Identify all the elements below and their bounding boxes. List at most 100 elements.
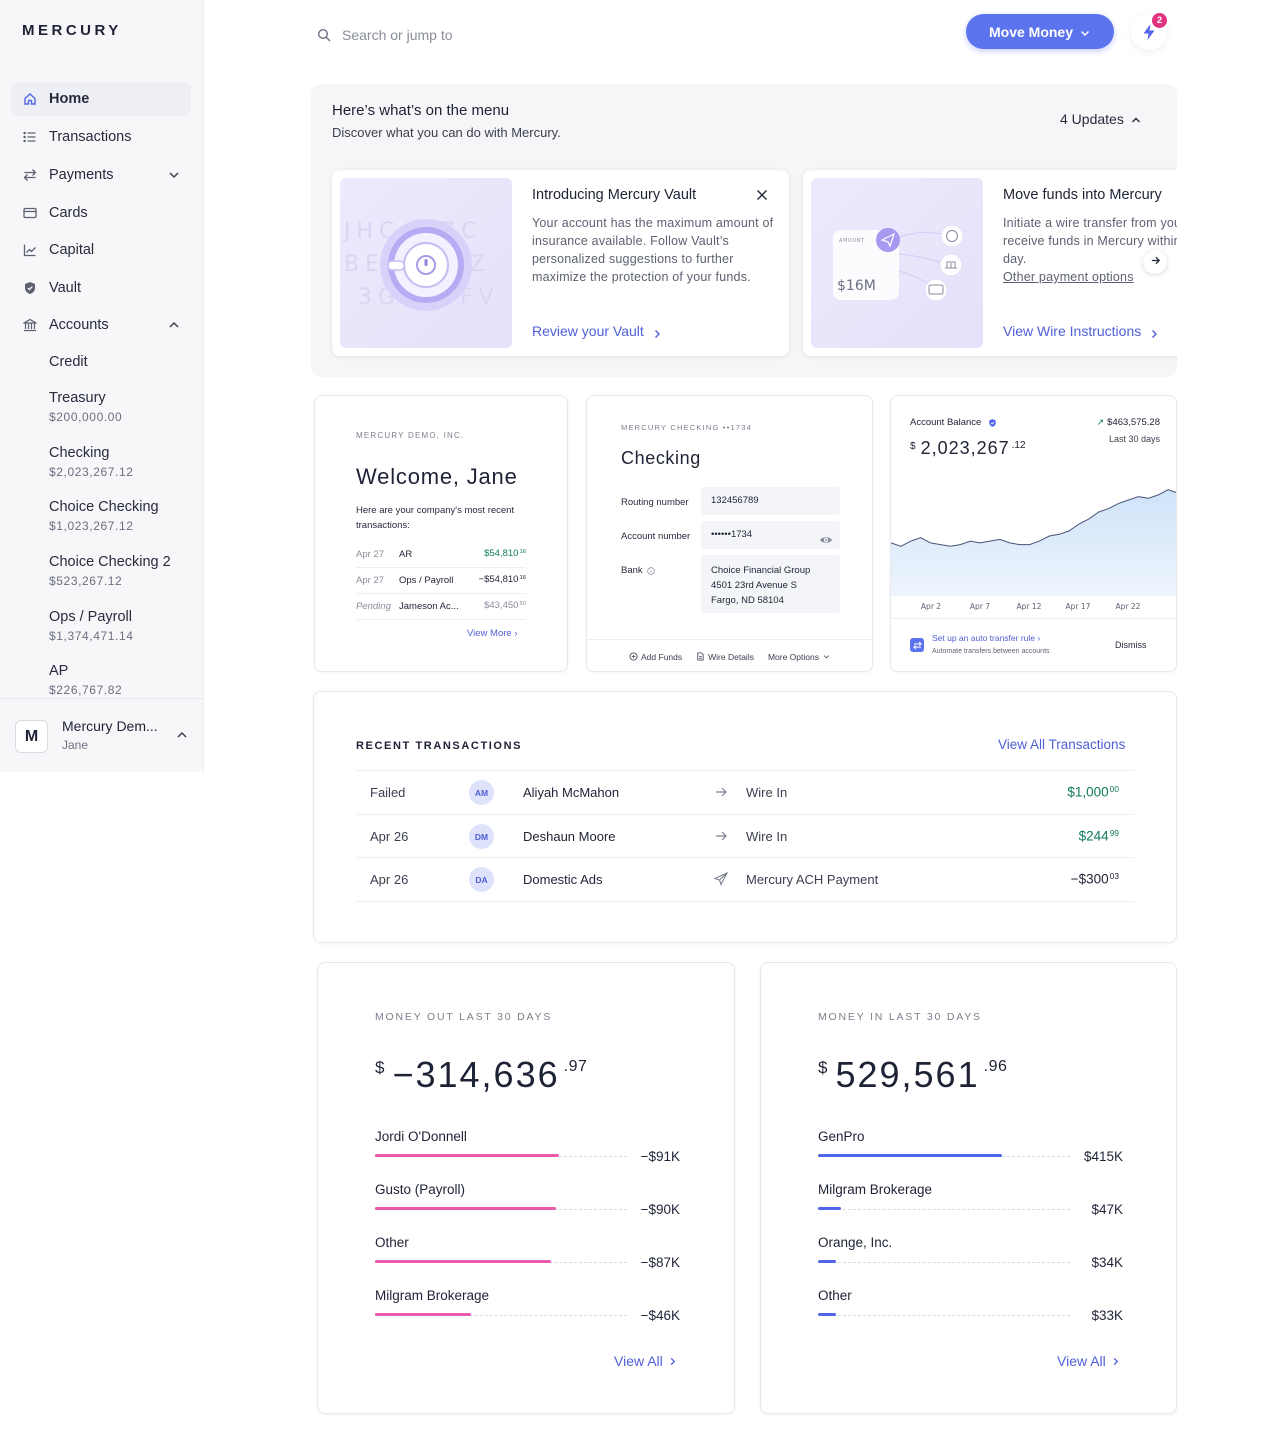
sidebar-account-choice-checking-2[interactable]: Choice Checking 2 $523,267.12 bbox=[49, 554, 171, 588]
account-number-value: ••••••1734 bbox=[711, 529, 753, 540]
add-funds-button[interactable]: Add Funds bbox=[629, 652, 682, 662]
money-in-bar bbox=[818, 1207, 841, 1210]
shield-icon bbox=[988, 418, 997, 428]
money-in-row[interactable]: Other $33K bbox=[818, 1288, 1123, 1332]
auto-transfer-link[interactable]: Set up an auto transfer rule › bbox=[932, 633, 1041, 643]
money-in-bar bbox=[818, 1313, 836, 1316]
sidebar-account-treasury[interactable]: Treasury $200,000.00 bbox=[49, 390, 122, 424]
close-icon[interactable] bbox=[756, 188, 768, 201]
x-tick-label: Apr 17 bbox=[1066, 602, 1091, 611]
money-in-card: MONEY IN LAST 30 DAYS $ 529,561 .96 GenP… bbox=[760, 962, 1177, 1414]
transaction-amount: $43,45050 bbox=[484, 600, 526, 611]
account-label: Account number bbox=[621, 531, 691, 542]
dismiss-button[interactable]: Dismiss bbox=[1115, 640, 1147, 650]
sidebar-account-ops-payroll[interactable]: Ops / Payroll $1,374,471.14 bbox=[49, 609, 134, 643]
transaction-kind: Wire In bbox=[746, 785, 788, 800]
welcome-transaction-row[interactable]: Apr 27 Ops / Payroll −$54,81016 bbox=[356, 568, 526, 594]
account-name: Choice Checking 2 bbox=[49, 554, 171, 570]
balance-label: Account Balance bbox=[910, 417, 997, 428]
routing-number[interactable]: 132456789 bbox=[701, 487, 840, 515]
sidebar-account-checking[interactable]: Checking $2,023,267.12 bbox=[49, 445, 134, 479]
bank-label: Bank bbox=[621, 565, 655, 576]
sidebar-item-vault[interactable]: Vault bbox=[11, 271, 191, 305]
eye-icon[interactable] bbox=[819, 529, 833, 557]
transfer-icon bbox=[910, 638, 924, 652]
sidebar-item-home[interactable]: Home bbox=[11, 82, 191, 116]
other-payment-options-link[interactable]: Other payment options bbox=[1003, 270, 1134, 284]
sidebar-item-capital[interactable]: Capital bbox=[11, 233, 191, 267]
svg-text:FV: FV bbox=[460, 285, 500, 310]
money-out-row[interactable]: Jordi O'Donnell −$91K bbox=[375, 1129, 680, 1173]
account-balance: $226,767.82 bbox=[49, 683, 123, 697]
transaction-name: Jameson Ac... bbox=[399, 601, 459, 612]
table-row[interactable]: Failed AM Aliyah McMahon Wire In $1,0000… bbox=[356, 770, 1134, 814]
view-wire-instructions-label: View Wire Instructions bbox=[1003, 323, 1142, 339]
transaction-kind: Wire In bbox=[746, 829, 788, 844]
money-out-row[interactable]: Milgram Brokerage −$46K bbox=[375, 1288, 680, 1332]
account-name: AP bbox=[49, 663, 69, 679]
org-name: Mercury Dem... bbox=[62, 718, 158, 734]
x-tick-label: Apr 12 bbox=[1017, 602, 1042, 611]
money-out-row[interactable]: Gusto (Payroll) −$90K bbox=[375, 1182, 680, 1226]
account-name: Choice Checking bbox=[49, 499, 159, 515]
wire-details-button[interactable]: Wire Details bbox=[696, 652, 754, 662]
svg-text:BE: BE bbox=[344, 252, 385, 277]
chevron-down-icon[interactable] bbox=[167, 168, 181, 182]
sidebar-item-payments[interactable]: Payments bbox=[11, 158, 191, 192]
menu-title: Here’s what’s on the menu bbox=[332, 102, 510, 119]
money-in-view-all-link[interactable]: View All bbox=[1057, 1353, 1120, 1369]
account-number[interactable]: ••••••1734 bbox=[701, 521, 840, 549]
sidebar-account-choice-checking[interactable]: Choice Checking $1,023,267.12 bbox=[49, 499, 159, 533]
money-in-row[interactable]: GenPro $415K bbox=[818, 1129, 1123, 1173]
row-value: −$46K bbox=[640, 1308, 680, 1323]
view-wire-instructions-link[interactable]: View Wire Instructions bbox=[1003, 323, 1159, 339]
transaction-date: Apr 27 bbox=[356, 575, 384, 586]
sidebar-item-cards[interactable]: Cards bbox=[11, 196, 191, 230]
svg-text:JHC: JHC bbox=[342, 219, 400, 244]
money-out-row[interactable]: Other −$87K bbox=[375, 1235, 680, 1279]
updates-toggle[interactable]: 4 Updates bbox=[1060, 111, 1142, 127]
x-tick-label: Apr 2 bbox=[921, 602, 941, 611]
sidebar-account-ap[interactable]: AP $226,767.82 bbox=[49, 663, 122, 697]
move-money-button[interactable]: Move Money bbox=[966, 14, 1114, 49]
vault-promo-title: Introducing Mercury Vault bbox=[532, 187, 697, 203]
review-vault-link[interactable]: Review your Vault bbox=[532, 323, 662, 339]
sidebar-item-accounts[interactable]: Accounts bbox=[11, 308, 191, 342]
paper-plane-icon bbox=[713, 871, 729, 886]
x-tick-label: Apr 22 bbox=[1116, 602, 1141, 611]
card-icon bbox=[23, 206, 37, 220]
account-name: Ops / Payroll bbox=[49, 609, 132, 625]
sidebar-account-credit[interactable]: Credit bbox=[49, 354, 88, 370]
table-row[interactable]: Apr 26 DM Deshaun Moore Wire In $24499 bbox=[356, 814, 1134, 858]
money-in-row[interactable]: Orange, Inc. $34K bbox=[818, 1235, 1123, 1279]
row-value: $47K bbox=[1091, 1202, 1123, 1217]
sidebar-item-transactions[interactable]: Transactions bbox=[11, 120, 191, 154]
routing-label: Routing number bbox=[621, 497, 689, 508]
balance-chart: Apr 2 Apr 7 Apr 12 Apr 17 Apr 22 bbox=[891, 489, 1176, 611]
view-more-link[interactable]: View More › bbox=[467, 628, 518, 639]
home-icon bbox=[23, 92, 37, 106]
transaction-date: Apr 27 bbox=[356, 549, 384, 560]
row-value: −$91K bbox=[640, 1149, 680, 1164]
sidebar-item-label: Accounts bbox=[49, 317, 109, 333]
mercury-logo[interactable]: MERCURY bbox=[22, 22, 122, 39]
chevron-up-icon[interactable] bbox=[167, 318, 181, 332]
next-update-button[interactable] bbox=[1143, 250, 1167, 274]
search-input[interactable]: Search or jump to bbox=[306, 24, 606, 46]
welcome-intro: Here are your company's most recent tran… bbox=[356, 505, 515, 531]
move-money-label: Move Money bbox=[988, 23, 1073, 40]
money-out-bar bbox=[375, 1154, 559, 1157]
counterparty-name: Other bbox=[818, 1288, 852, 1303]
org-switcher[interactable]: M Mercury Dem... Jane bbox=[15, 718, 195, 754]
welcome-transaction-row[interactable]: Pending Jameson Ac... $43,45050 bbox=[356, 594, 526, 620]
table-row[interactable]: Apr 26 DA Domestic Ads Mercury ACH Payme… bbox=[356, 857, 1134, 901]
more-options-label: More Options bbox=[767, 651, 819, 662]
arrow-right-icon bbox=[714, 829, 728, 843]
money-out-view-all-link[interactable]: View All bbox=[614, 1353, 677, 1369]
more-options-button[interactable]: More Options bbox=[768, 652, 831, 662]
welcome-transaction-row[interactable]: Apr 27 AR $54,81016 bbox=[356, 542, 526, 568]
money-in-row[interactable]: Milgram Brokerage $47K bbox=[818, 1182, 1123, 1226]
view-all-transactions-link[interactable]: View All Transactions bbox=[998, 737, 1126, 752]
money-out-bar bbox=[375, 1313, 471, 1316]
counterparty-name: Milgram Brokerage bbox=[375, 1288, 490, 1303]
